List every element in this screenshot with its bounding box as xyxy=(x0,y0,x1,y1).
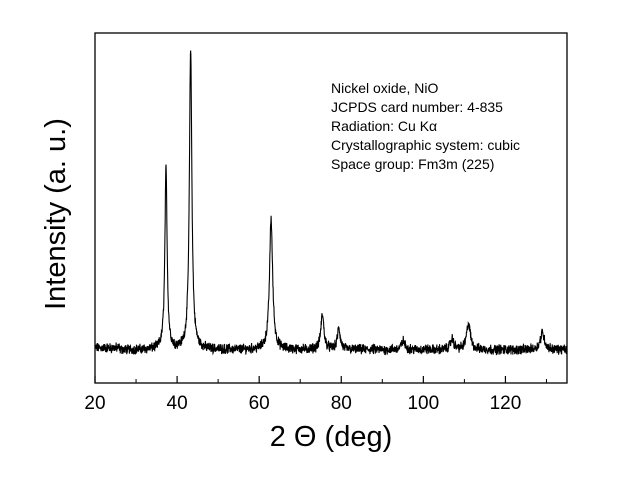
annotation-line: Space group: Fm3m (225) xyxy=(331,156,494,172)
x-tick-label: 120 xyxy=(490,393,522,414)
intensity-series-line xyxy=(94,50,568,356)
x-tick-label: 40 xyxy=(167,393,188,414)
x-axis-label: 2 Θ (deg) xyxy=(270,421,393,453)
annotation-line: Radiation: Cu Kα xyxy=(331,118,437,134)
y-axis-label: Intensity (a. u.) xyxy=(40,118,72,310)
x-tick-label: 60 xyxy=(249,393,270,414)
x-tick-label: 20 xyxy=(84,393,105,414)
sample-info-annotation: Nickel oxide, NiO JCPDS card number: 4-8… xyxy=(331,80,520,172)
annotation-line: Nickel oxide, NiO xyxy=(331,80,438,96)
x-tick-label: 100 xyxy=(407,393,439,414)
plot-frame xyxy=(94,32,568,384)
x-tick-label: 80 xyxy=(331,393,352,414)
annotation-line: JCPDS card number: 4-835 xyxy=(331,99,503,115)
annotation-line: Crystallographic system: cubic xyxy=(331,137,520,153)
x-axis-ticks: 20 40 60 80 100 120 xyxy=(84,376,547,414)
